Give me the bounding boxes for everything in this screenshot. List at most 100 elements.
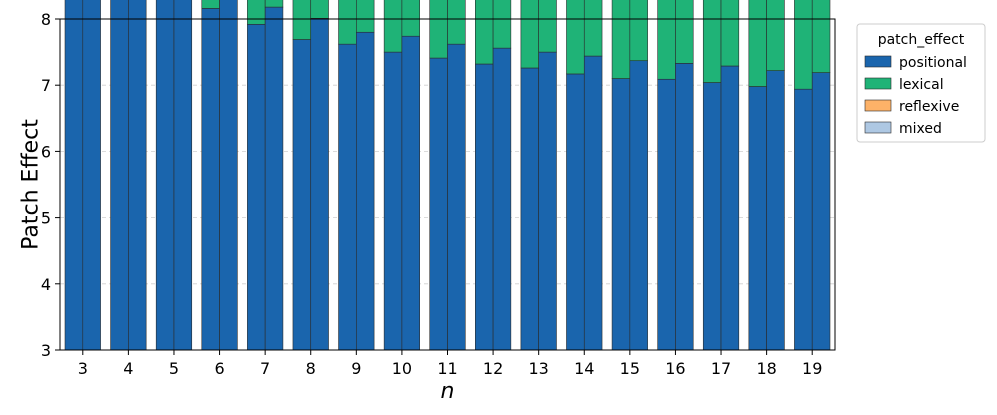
x-tick-label: 17 xyxy=(711,359,731,378)
y-axis-title: Patch Effect xyxy=(19,119,44,250)
bars xyxy=(64,0,831,351)
x-tick-label: 6 xyxy=(214,359,224,378)
bar-segment-lexical xyxy=(583,0,603,57)
legend-box xyxy=(856,23,986,143)
x-tick-label: 14 xyxy=(574,359,594,378)
legend-label-positional: positional xyxy=(899,55,967,71)
x-tick-label: 18 xyxy=(756,359,776,378)
y-tick-label: 3 xyxy=(41,341,51,360)
bar-segment-positional xyxy=(155,0,175,351)
legend-label-lexical: lexical xyxy=(899,77,944,93)
legend-swatch-reflexive xyxy=(864,99,892,112)
bar-segment-lexical xyxy=(629,0,648,62)
bar-segment-lexical xyxy=(447,0,466,45)
bar-segment-positional xyxy=(292,39,312,351)
legend-swatch-mixed xyxy=(864,121,892,134)
bar-segment-positional xyxy=(401,35,420,351)
x-tick-label: 4 xyxy=(123,359,133,378)
bar-segment-lexical xyxy=(720,0,740,67)
x-axis: 3 4 5 6 7 8 9 10 11 12 13 14 15 16 17 18 19 xyxy=(78,350,822,378)
bar-segment-positional xyxy=(110,0,129,351)
bar-segment-lexical xyxy=(401,0,420,37)
legend-title: patch_effect xyxy=(878,32,965,48)
bar-segment-lexical xyxy=(429,0,448,59)
bar-segment-lexical xyxy=(520,0,539,69)
bar-segment-positional xyxy=(383,51,403,351)
x-tick-label: 9 xyxy=(351,359,361,378)
legend-swatch-lexical xyxy=(864,77,892,90)
bar-segment-lexical xyxy=(766,0,785,71)
bar-segment-positional xyxy=(247,23,266,351)
legend-swatch-positional xyxy=(864,55,892,68)
bar-segment-positional xyxy=(748,86,767,351)
bar-segment-lexical xyxy=(538,0,557,53)
x-tick-label: 8 xyxy=(306,359,316,378)
bar-segment-positional xyxy=(201,8,220,351)
x-tick-label: 19 xyxy=(802,359,822,378)
bar-segment-positional xyxy=(538,51,557,351)
bar-segment-lexical xyxy=(475,0,494,65)
bar-segment-lexical xyxy=(292,0,312,40)
bar-segment-lexical xyxy=(657,0,676,80)
y-axis: 3 4 5 6 7 8 xyxy=(41,10,60,360)
bar-segment-positional xyxy=(264,6,284,351)
bar-segment-lexical xyxy=(566,0,585,75)
bar-segment-lexical xyxy=(310,0,329,19)
bar-segment-lexical xyxy=(247,0,266,25)
bar-segment-lexical xyxy=(201,0,220,9)
bar-segment-lexical xyxy=(748,0,767,87)
bar-segment-lexical xyxy=(702,0,722,83)
bar-segment-positional xyxy=(766,70,785,351)
bar-segment-positional xyxy=(794,88,813,351)
x-tick-label: 10 xyxy=(392,359,412,378)
bar-segment-positional xyxy=(475,63,494,351)
y-tick-label: 6 xyxy=(41,142,51,161)
x-tick-label: 16 xyxy=(665,359,685,378)
bar-segment-positional xyxy=(429,57,448,351)
legend-label-reflexive: reflexive xyxy=(899,99,959,115)
bar-segment-positional xyxy=(64,0,84,351)
bar-segment-lexical xyxy=(794,0,813,90)
bar-segment-positional xyxy=(128,0,147,351)
bar-segment-lexical xyxy=(492,0,512,49)
bar-segment-positional xyxy=(611,78,631,351)
bar-segment-positional xyxy=(492,47,512,351)
x-tick-label: 3 xyxy=(78,359,88,378)
y-tick-label: 7 xyxy=(41,76,51,95)
x-tick-label: 12 xyxy=(483,359,503,378)
bar-segment-positional xyxy=(173,0,193,351)
x-axis-title: n xyxy=(441,379,455,404)
y-tick-label: 4 xyxy=(41,275,51,294)
bar-segment-positional xyxy=(702,82,722,351)
bar-segment-positional xyxy=(583,55,603,351)
bar-segment-lexical xyxy=(356,0,375,33)
bar-segment-positional xyxy=(720,65,740,351)
bar-segment-lexical xyxy=(811,0,831,73)
legend: patch_effect positional lexical reflexive m… xyxy=(856,23,986,143)
bar-segment-positional xyxy=(219,0,238,351)
bar-segment-positional xyxy=(811,72,831,351)
bar-segment-positional xyxy=(566,73,585,351)
x-tick-label: 5 xyxy=(169,359,179,378)
bar-segment-lexical xyxy=(338,0,357,45)
bar-segment-positional xyxy=(657,78,676,351)
bar-segment-positional xyxy=(338,43,357,351)
legend-label-mixed: mixed xyxy=(899,121,942,137)
bar-segment-lexical xyxy=(383,0,403,53)
bar-segment-positional xyxy=(520,67,539,351)
bar-segment-positional xyxy=(82,0,101,351)
x-tick-label: 7 xyxy=(260,359,270,378)
bar-segment-lexical xyxy=(264,0,284,8)
x-tick-label: 11 xyxy=(437,359,457,378)
y-tick-label: 5 xyxy=(41,209,51,228)
bar-segment-lexical xyxy=(675,0,694,64)
bar-segment-positional xyxy=(310,18,329,351)
x-tick-label: 15 xyxy=(620,359,640,378)
bar-segment-positional xyxy=(356,31,375,351)
x-tick-label: 13 xyxy=(528,359,548,378)
y-tick-label: 8 xyxy=(41,10,51,29)
bar-segment-positional xyxy=(629,60,648,351)
bar-segment-positional xyxy=(675,63,694,351)
bar-segment-positional xyxy=(447,43,466,351)
